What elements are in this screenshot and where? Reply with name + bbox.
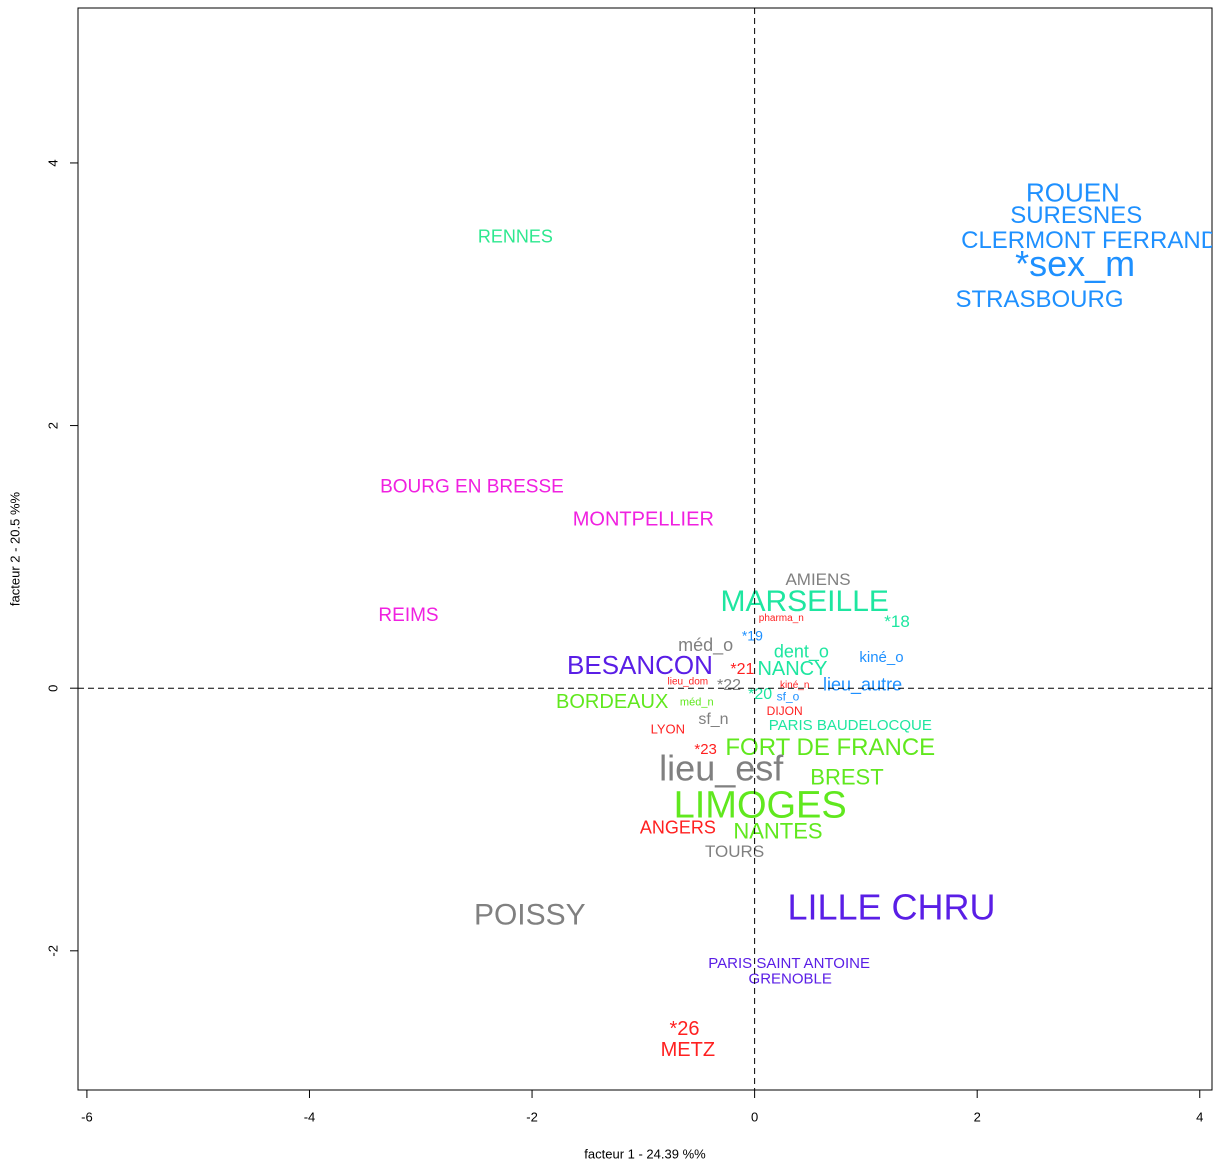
point-label: TOURS — [705, 842, 764, 861]
point-label: ROUEN — [1026, 177, 1120, 207]
plot-frame — [77, 7, 1213, 1091]
point-label: BOURG EN BRESSE — [380, 476, 564, 497]
point-label: lieu_dom — [668, 676, 709, 687]
point-label: PARIS SAINT ANTOINE — [708, 955, 870, 972]
point-label: CLERMONT FERRAND — [961, 227, 1218, 254]
point-label: *18 — [884, 612, 910, 631]
point-label: RENNES — [478, 227, 553, 247]
point-label: METZ — [661, 1039, 715, 1061]
x-tick-label: -2 — [526, 1109, 538, 1124]
point-label: *23 — [694, 741, 717, 758]
point-label: *26 — [669, 1018, 699, 1040]
point-label: MONTPELLIER — [573, 508, 714, 530]
point-label: *21 — [730, 661, 754, 678]
point-label: PARIS BAUDELOCQUE — [769, 717, 932, 734]
x-axis-title: facteur 1 - 24.39 %% — [584, 1146, 706, 1161]
point-label: GRENOBLE — [749, 971, 832, 988]
x-tick-label: -6 — [81, 1109, 93, 1124]
point-label: POISSY — [474, 899, 586, 932]
point-label: REIMS — [378, 605, 438, 626]
point-label: BREST — [810, 765, 883, 790]
point-label: AMIENS — [785, 570, 850, 589]
point-label: STRASBOURG — [955, 286, 1123, 313]
point-label: *sex_m — [1015, 243, 1135, 284]
point-label: FORT DE FRANCE — [725, 734, 935, 761]
point-label: lieu_autre — [823, 674, 902, 695]
point-label: méd_o — [678, 635, 733, 656]
x-tick-label: 0 — [751, 1109, 758, 1124]
point-label: pharma_n — [759, 613, 804, 624]
point-label: LILLE CHRU — [787, 887, 995, 928]
point-label: BORDEAUX — [556, 691, 668, 713]
point-label: LYON — [651, 722, 685, 737]
point-label: *19 — [742, 628, 763, 644]
point-label: kiné_n — [780, 680, 809, 691]
point-label: DIJON — [767, 704, 803, 718]
y-tick-label: -2 — [45, 945, 60, 957]
point-label: MARSEILLE — [720, 585, 888, 618]
point-label: sf_n — [698, 711, 728, 728]
point-label: ANGERS — [640, 817, 716, 837]
point-label: NANCY — [757, 658, 827, 680]
y-tick-label: 2 — [45, 422, 60, 429]
point-label: kiné_o — [859, 649, 903, 666]
point-label: méd_n — [680, 697, 714, 709]
x-tick-label: 2 — [974, 1109, 981, 1124]
point-label: *22 — [717, 677, 741, 694]
point-label: lieu_esf — [659, 747, 784, 788]
x-tick-label: -4 — [304, 1109, 316, 1124]
point-label: NANTES — [733, 818, 822, 843]
point-label: LIMOGES — [674, 785, 847, 827]
point-label: SURESNES — [1010, 202, 1142, 229]
y-tick-label: 4 — [45, 159, 60, 166]
y-axis-title: facteur 2 - 20.5 %% — [7, 491, 22, 606]
point-label: sf_o — [777, 690, 800, 704]
x-tick-label: 4 — [1196, 1109, 1203, 1124]
point-label: dent_o — [774, 641, 829, 662]
point-label: BESANCON — [567, 650, 713, 680]
y-tick-label: 0 — [45, 685, 60, 692]
